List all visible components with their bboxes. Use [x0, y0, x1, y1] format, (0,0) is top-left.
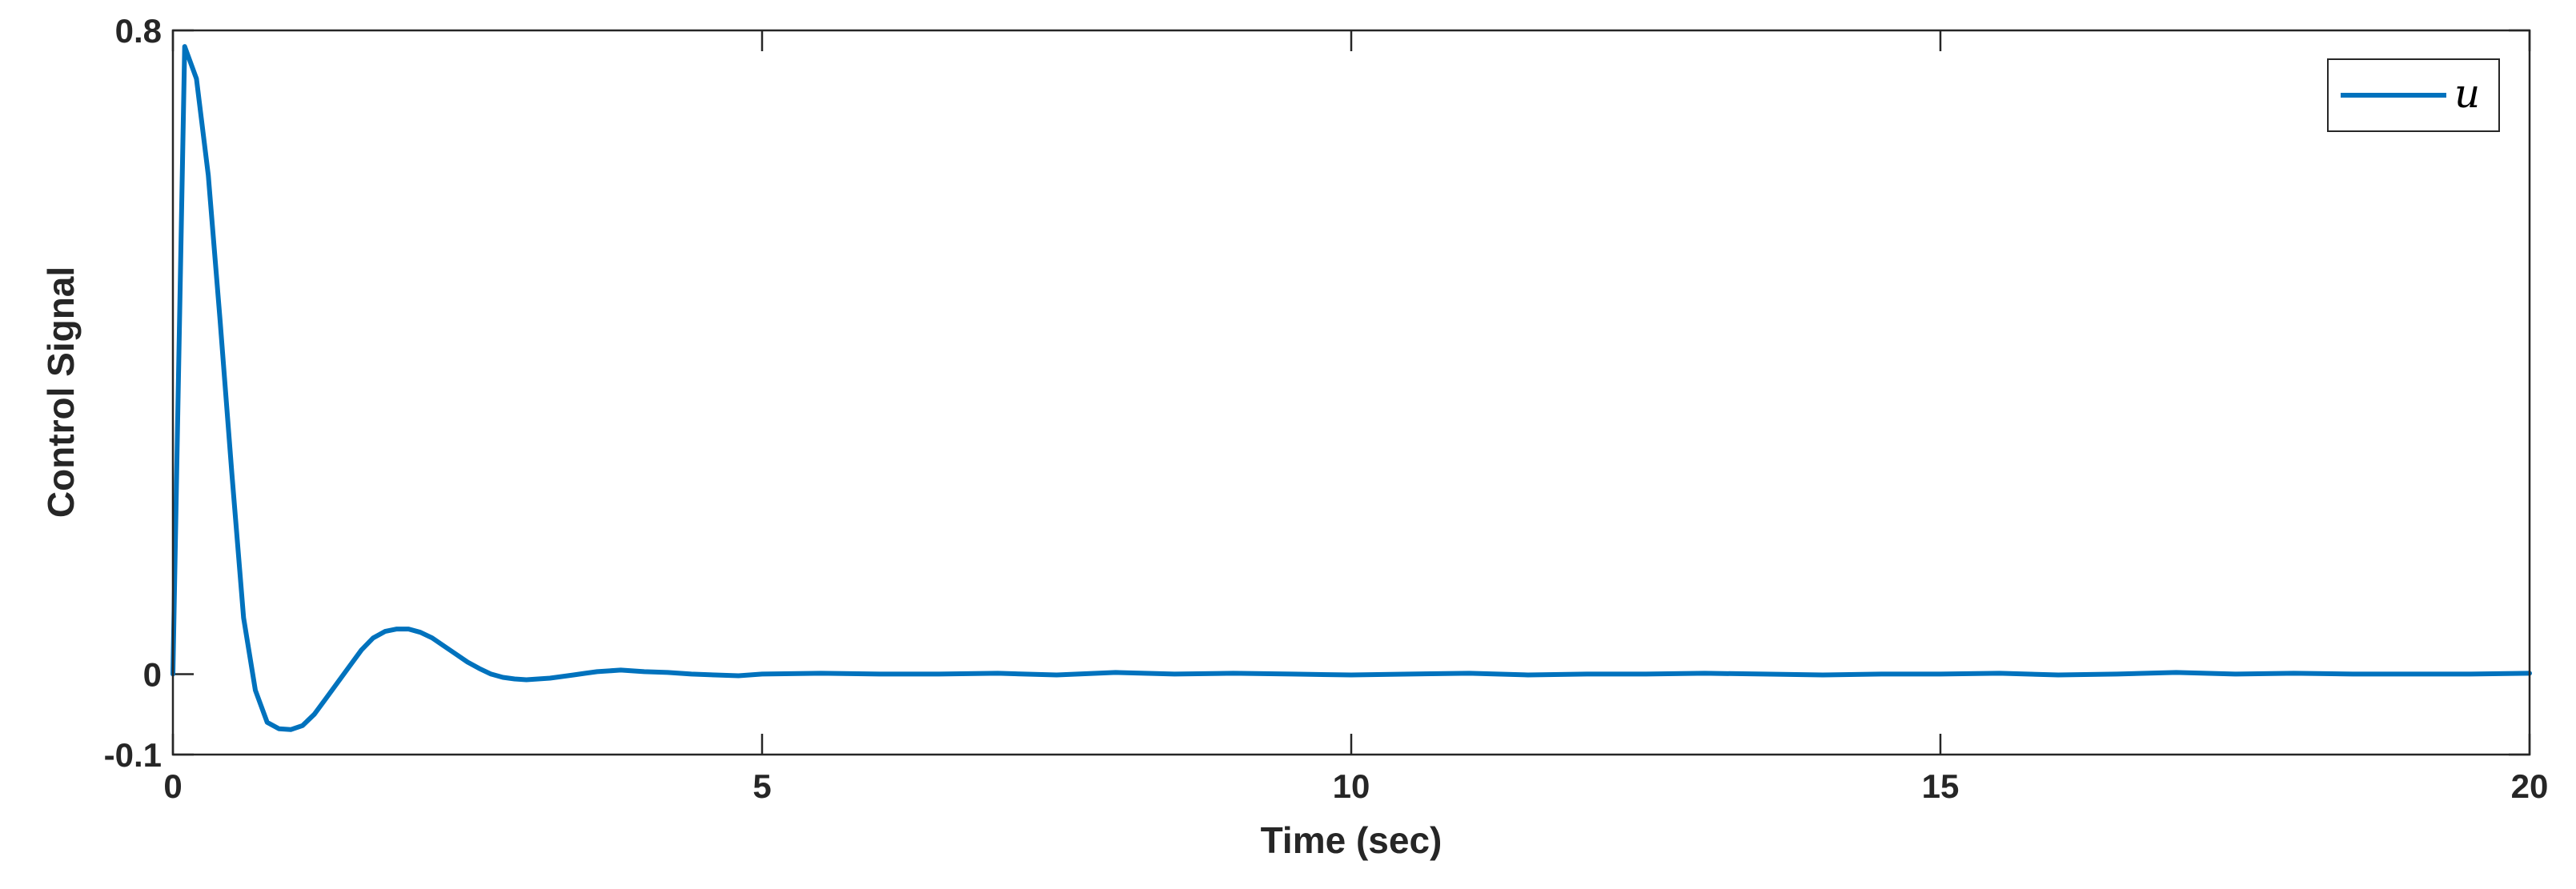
axes-box: [171, 29, 2531, 756]
x-tick-label: 15: [1922, 767, 1960, 805]
series-line-u: [171, 44, 2532, 732]
tick-labels: 0 5 10 15 20-0.100.8: [104, 12, 2549, 805]
y-tick-label: -0.1: [104, 736, 162, 774]
x-tick-label: 10: [1333, 767, 1370, 805]
x-tick-label: 0: [163, 767, 182, 805]
x-axis-label: Time (sec): [1261, 819, 1442, 861]
y-tick-label: 0.8: [115, 12, 162, 50]
x-tick-label: 5: [752, 767, 771, 805]
y-tick-label: 0: [143, 655, 162, 693]
legend-label-u: u: [2454, 70, 2480, 117]
series-lines: [171, 44, 2532, 732]
y-axis-label: Control Signal: [40, 266, 82, 518]
legend: u: [2327, 58, 2500, 132]
x-tick-label: 20: [2511, 767, 2549, 805]
plot-area: [173, 30, 2530, 755]
